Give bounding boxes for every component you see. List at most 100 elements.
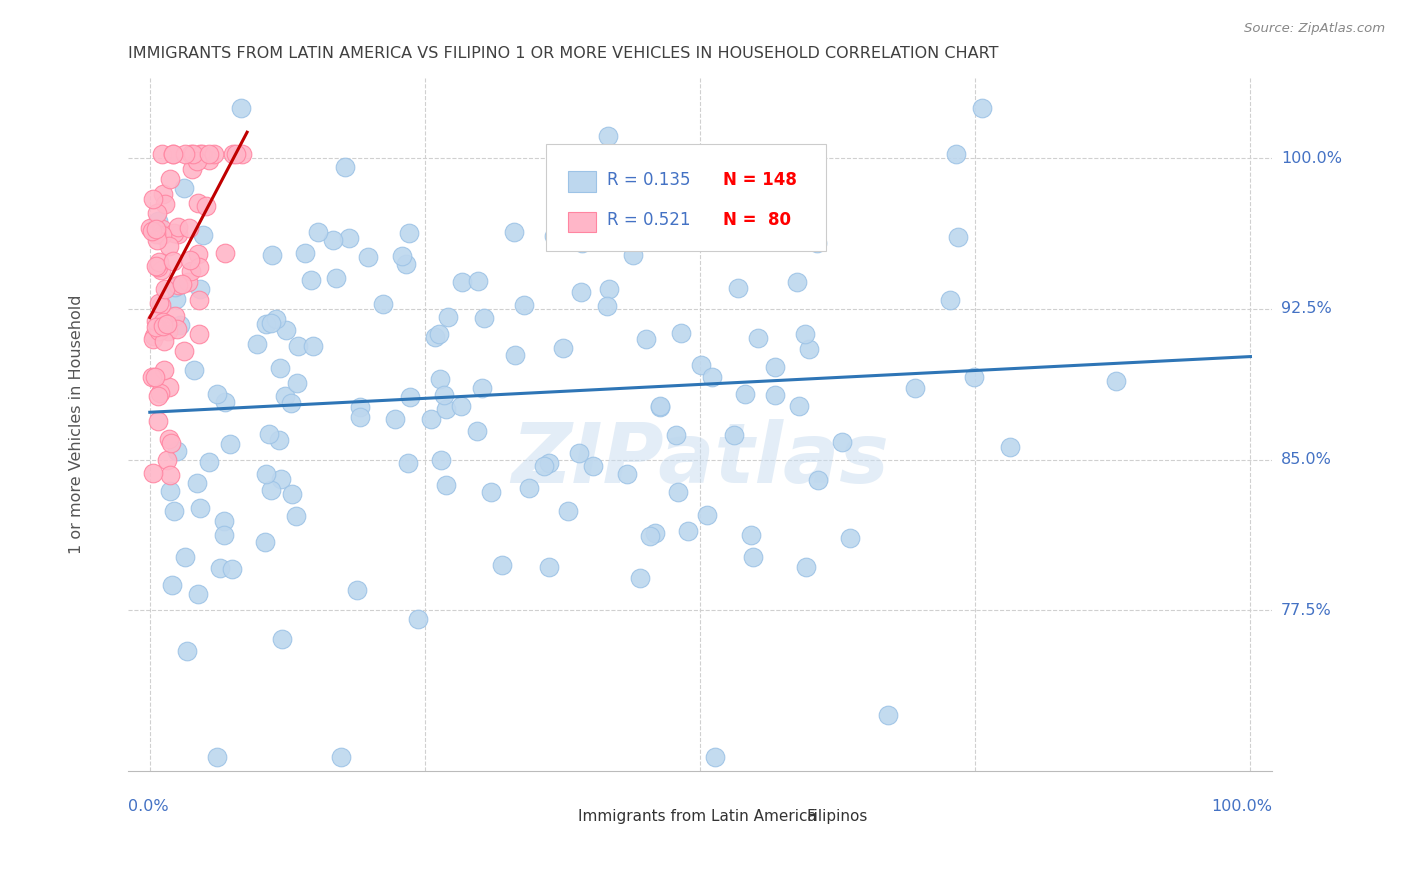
- FancyBboxPatch shape: [546, 144, 827, 251]
- Point: [322, 233, 344, 247]
- Point: [141, 224, 163, 238]
- Point: [246, 336, 269, 351]
- Point: [491, 558, 513, 572]
- Point: [621, 248, 644, 262]
- Point: [398, 226, 420, 240]
- Text: 92.5%: 92.5%: [1281, 301, 1331, 317]
- Point: [429, 327, 451, 342]
- Point: [166, 322, 188, 336]
- Point: [998, 440, 1021, 454]
- Text: 1 or more Vehicles in Household: 1 or more Vehicles in Household: [69, 294, 84, 554]
- Point: [758, 165, 780, 179]
- Point: [187, 293, 209, 308]
- Point: [666, 484, 689, 499]
- Point: [287, 338, 309, 352]
- Point: [148, 389, 170, 403]
- Point: [145, 314, 167, 328]
- Point: [450, 399, 472, 413]
- Point: [538, 559, 561, 574]
- Point: [150, 298, 173, 312]
- Point: [225, 147, 247, 161]
- Point: [167, 278, 190, 293]
- Point: [179, 253, 201, 268]
- Point: [159, 483, 181, 498]
- Point: [596, 299, 619, 313]
- Point: [763, 388, 786, 402]
- Text: N =  80: N = 80: [723, 211, 792, 229]
- Point: [145, 319, 167, 334]
- Point: [373, 297, 395, 311]
- Point: [212, 515, 235, 529]
- Point: [557, 504, 579, 518]
- Point: [180, 264, 202, 278]
- Point: [396, 456, 419, 470]
- FancyBboxPatch shape: [543, 805, 571, 830]
- Point: [357, 250, 380, 264]
- Point: [430, 452, 453, 467]
- Point: [436, 310, 458, 324]
- Point: [408, 612, 430, 626]
- Point: [325, 271, 347, 285]
- Point: [191, 228, 214, 243]
- Point: [502, 226, 524, 240]
- FancyBboxPatch shape: [568, 211, 596, 232]
- Point: [148, 255, 170, 269]
- Point: [806, 235, 828, 250]
- Point: [434, 478, 457, 492]
- Point: [163, 227, 186, 241]
- Point: [839, 531, 862, 545]
- Point: [349, 400, 371, 414]
- Point: [170, 277, 193, 291]
- Point: [186, 154, 208, 169]
- Point: [274, 388, 297, 402]
- Point: [202, 147, 225, 161]
- Point: [229, 101, 252, 115]
- Point: [141, 369, 163, 384]
- Point: [153, 334, 176, 348]
- Point: [222, 147, 245, 161]
- Point: [167, 219, 190, 234]
- Point: [270, 472, 292, 486]
- Point: [152, 186, 174, 201]
- Point: [333, 161, 356, 175]
- Point: [145, 221, 167, 235]
- Point: [970, 101, 993, 115]
- Text: 85.0%: 85.0%: [1281, 452, 1331, 467]
- Point: [173, 181, 195, 195]
- Point: [163, 309, 186, 323]
- Point: [794, 559, 817, 574]
- Point: [214, 246, 236, 260]
- Point: [640, 529, 662, 543]
- Point: [195, 198, 218, 212]
- Text: N = 148: N = 148: [723, 170, 797, 188]
- Point: [1104, 374, 1126, 388]
- Point: [434, 401, 457, 416]
- Point: [395, 257, 418, 271]
- Point: [669, 326, 692, 341]
- Point: [727, 281, 749, 295]
- Point: [221, 562, 243, 576]
- Point: [262, 248, 284, 262]
- Point: [451, 275, 474, 289]
- Point: [269, 433, 291, 447]
- Point: [180, 147, 202, 161]
- Point: [543, 228, 565, 243]
- Point: [349, 409, 371, 424]
- Point: [197, 455, 219, 469]
- Point: [285, 376, 308, 390]
- Point: [831, 434, 853, 449]
- Point: [257, 427, 280, 442]
- Point: [337, 231, 360, 245]
- Point: [139, 221, 162, 235]
- Point: [595, 212, 617, 227]
- Point: [665, 428, 688, 442]
- Point: [163, 504, 186, 518]
- Point: [146, 414, 169, 428]
- Point: [280, 396, 302, 410]
- Point: [763, 360, 786, 375]
- Point: [173, 549, 195, 564]
- Point: [787, 400, 810, 414]
- Point: [254, 467, 277, 481]
- Point: [181, 147, 204, 161]
- Point: [149, 263, 172, 277]
